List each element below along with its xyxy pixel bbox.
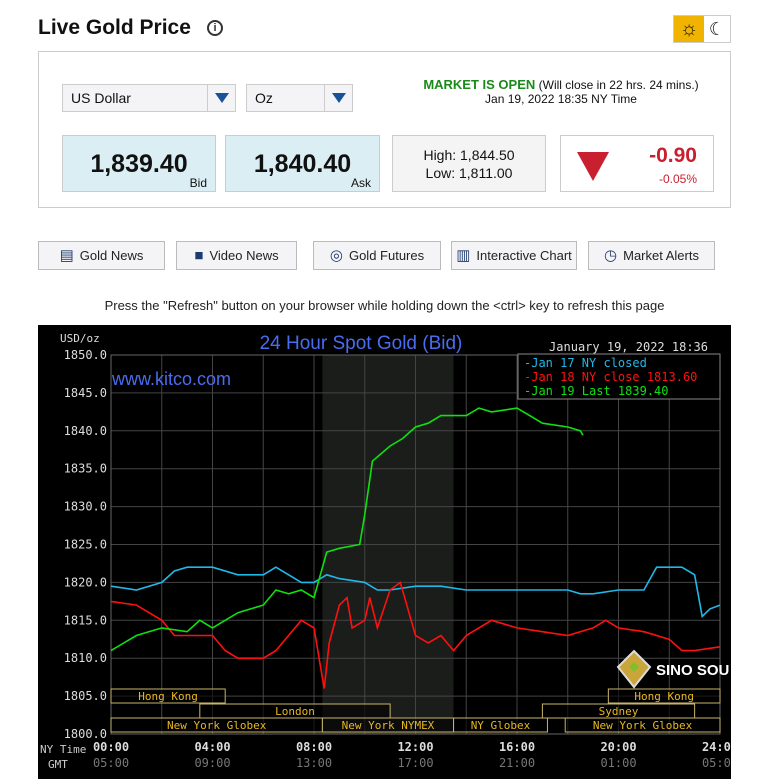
legend-entry: -Jan 17 NY closed (524, 356, 647, 370)
x-tick-gmt-label: 21:00 (499, 756, 535, 770)
change-value: -0.90 (649, 144, 697, 167)
x-tick-gmt-label: 05:00 (93, 756, 129, 770)
info-icon[interactable]: i (207, 20, 223, 36)
ny-time-label: NY Time (40, 743, 86, 756)
ask-box: 1,840.40 Ask (225, 135, 380, 192)
gmt-label: GMT (48, 758, 68, 771)
video-news-button[interactable]: ■ Video News (176, 241, 297, 270)
chevron-down-icon[interactable] (207, 85, 235, 111)
high-low-box: High: 1,844.50 Low: 1,811.00 (392, 135, 546, 192)
x-tick-gmt-label: 09:00 (194, 756, 230, 770)
x-tick-label: 12:00 (397, 740, 433, 754)
down-arrow-icon (577, 152, 609, 181)
ask-label: Ask (350, 176, 371, 190)
market-close-note: (Will close in 22 hrs. 24 mins.) (538, 78, 699, 92)
sino-sound-logo: SINO SOU (616, 649, 729, 689)
change-box: -0.90 -0.05% (560, 135, 714, 192)
session-label: New York Globex (593, 719, 693, 732)
y-tick-label: 1805.0 (64, 689, 107, 703)
legend-entry: -Jan 19 Last 1839.40 (524, 384, 669, 398)
target-icon: ◎ (329, 247, 343, 264)
legend-box (517, 353, 721, 400)
chart-title: 24 Hour Spot Gold (Bid) (260, 333, 463, 354)
x-tick-gmt-label: 13:00 (296, 756, 332, 770)
session-label: New York NYMEX (342, 719, 435, 732)
y-tick-label: 1840.0 (64, 424, 107, 438)
market-alerts-button[interactable]: ◷ Market Alerts (588, 241, 715, 270)
x-tick-gmt-label: 05:00 (702, 756, 731, 770)
y-tick-label: 1850.0 (64, 348, 107, 362)
x-tick-gmt-label: 01:00 (600, 756, 636, 770)
session-label: NY Globex (471, 719, 531, 732)
change-percent: -0.05% (658, 172, 697, 186)
y-tick-label: 1820.0 (64, 575, 107, 589)
gold-chart: 24 Hour Spot Gold (Bid) USD/oz January 1… (38, 325, 738, 779)
session-bar (453, 717, 548, 733)
x-tick-gmt-label: 17:00 (397, 756, 433, 770)
currency-value: US Dollar (71, 90, 131, 106)
market-status: MARKET IS OPEN (Will close in 22 hrs. 24… (391, 77, 731, 107)
series-line-1 (110, 581, 721, 689)
y-tick-label: 1830.0 (64, 500, 107, 514)
session-label: Hong Kong (138, 690, 198, 703)
ask-price: 1,840.40 (253, 150, 352, 178)
kitco-watermark: www.kitco.com (111, 369, 231, 389)
refresh-note: Press the "Refresh" button on your brows… (104, 298, 665, 313)
series-line-2 (110, 407, 584, 652)
interactive-chart-button[interactable]: ▥ Interactive Chart (451, 241, 577, 270)
x-tick-label: 16:00 (499, 740, 535, 754)
button-label: Video News (209, 248, 279, 263)
bid-label: Bid (189, 176, 207, 190)
logo-text: SINO SOU (656, 662, 729, 679)
legend-entry: -Jan 18 NY close 1813.60 (524, 370, 697, 384)
bar-chart-icon: ▥ (456, 247, 471, 264)
button-label: Gold News (79, 248, 144, 263)
market-time: Jan 19, 2022 18:35 NY Time (485, 92, 637, 106)
bid-price: 1,839.40 (90, 150, 188, 178)
x-tick-label: 24:00 (702, 740, 731, 754)
video-camera-icon: ■ (194, 247, 204, 264)
session-label: Sydney (599, 705, 639, 718)
x-tick-label: 00:00 (93, 740, 129, 754)
market-open-label: MARKET IS OPEN (423, 77, 536, 92)
gold-news-button[interactable]: ▤ Gold News (38, 241, 165, 270)
low-value: Low: 1,811.00 (425, 165, 513, 181)
x-tick-label: 08:00 (296, 740, 332, 754)
newspaper-icon: ▤ (59, 247, 74, 264)
x-tick-label: 20:00 (600, 740, 636, 754)
button-label: Gold Futures (348, 248, 425, 263)
sun-icon[interactable]: ☼ (674, 16, 704, 42)
button-label: Interactive Chart (476, 248, 572, 263)
session-bar (564, 717, 721, 733)
unit-select[interactable]: Oz (246, 84, 353, 112)
session-label: London (275, 705, 315, 718)
plot-border (110, 354, 721, 735)
chart-svg: 24 Hour Spot Gold (Bid) USD/oz January 1… (40, 332, 738, 771)
session-label: Hong Kong (634, 690, 694, 703)
session-label: New York Globex (167, 719, 267, 732)
session-bar (607, 688, 721, 704)
unit-value: Oz (255, 90, 273, 106)
theme-toggle[interactable]: ☼ ☾ (673, 15, 731, 43)
chevron-down-icon[interactable] (324, 85, 352, 111)
button-label: Market Alerts (623, 248, 699, 263)
y-tick-label: 1845.0 (64, 386, 107, 400)
currency-select[interactable]: US Dollar (62, 84, 236, 112)
y-tick-label: 1835.0 (64, 462, 107, 476)
page-title: Live Gold Price (38, 16, 191, 39)
high-value: High: 1,844.50 (423, 147, 515, 163)
y-tick-label: 1800.0 (64, 727, 107, 741)
price-panel: US Dollar Oz MARKET IS OPEN (Will close … (38, 51, 731, 208)
y-tick-label: 1815.0 (64, 613, 107, 627)
y-tick-label: 1810.0 (64, 651, 107, 665)
chart-timestamp: January 19, 2022 18:36 (549, 340, 708, 354)
alarm-icon: ◷ (604, 247, 618, 264)
x-tick-label: 04:00 (194, 740, 230, 754)
gold-futures-button[interactable]: ◎ Gold Futures (313, 241, 441, 270)
bid-box: 1,839.40 Bid (62, 135, 216, 192)
moon-icon[interactable]: ☾ (708, 18, 726, 39)
y-tick-label: 1825.0 (64, 538, 107, 552)
session-bar (110, 688, 226, 704)
y-axis-label: USD/oz (60, 332, 100, 345)
